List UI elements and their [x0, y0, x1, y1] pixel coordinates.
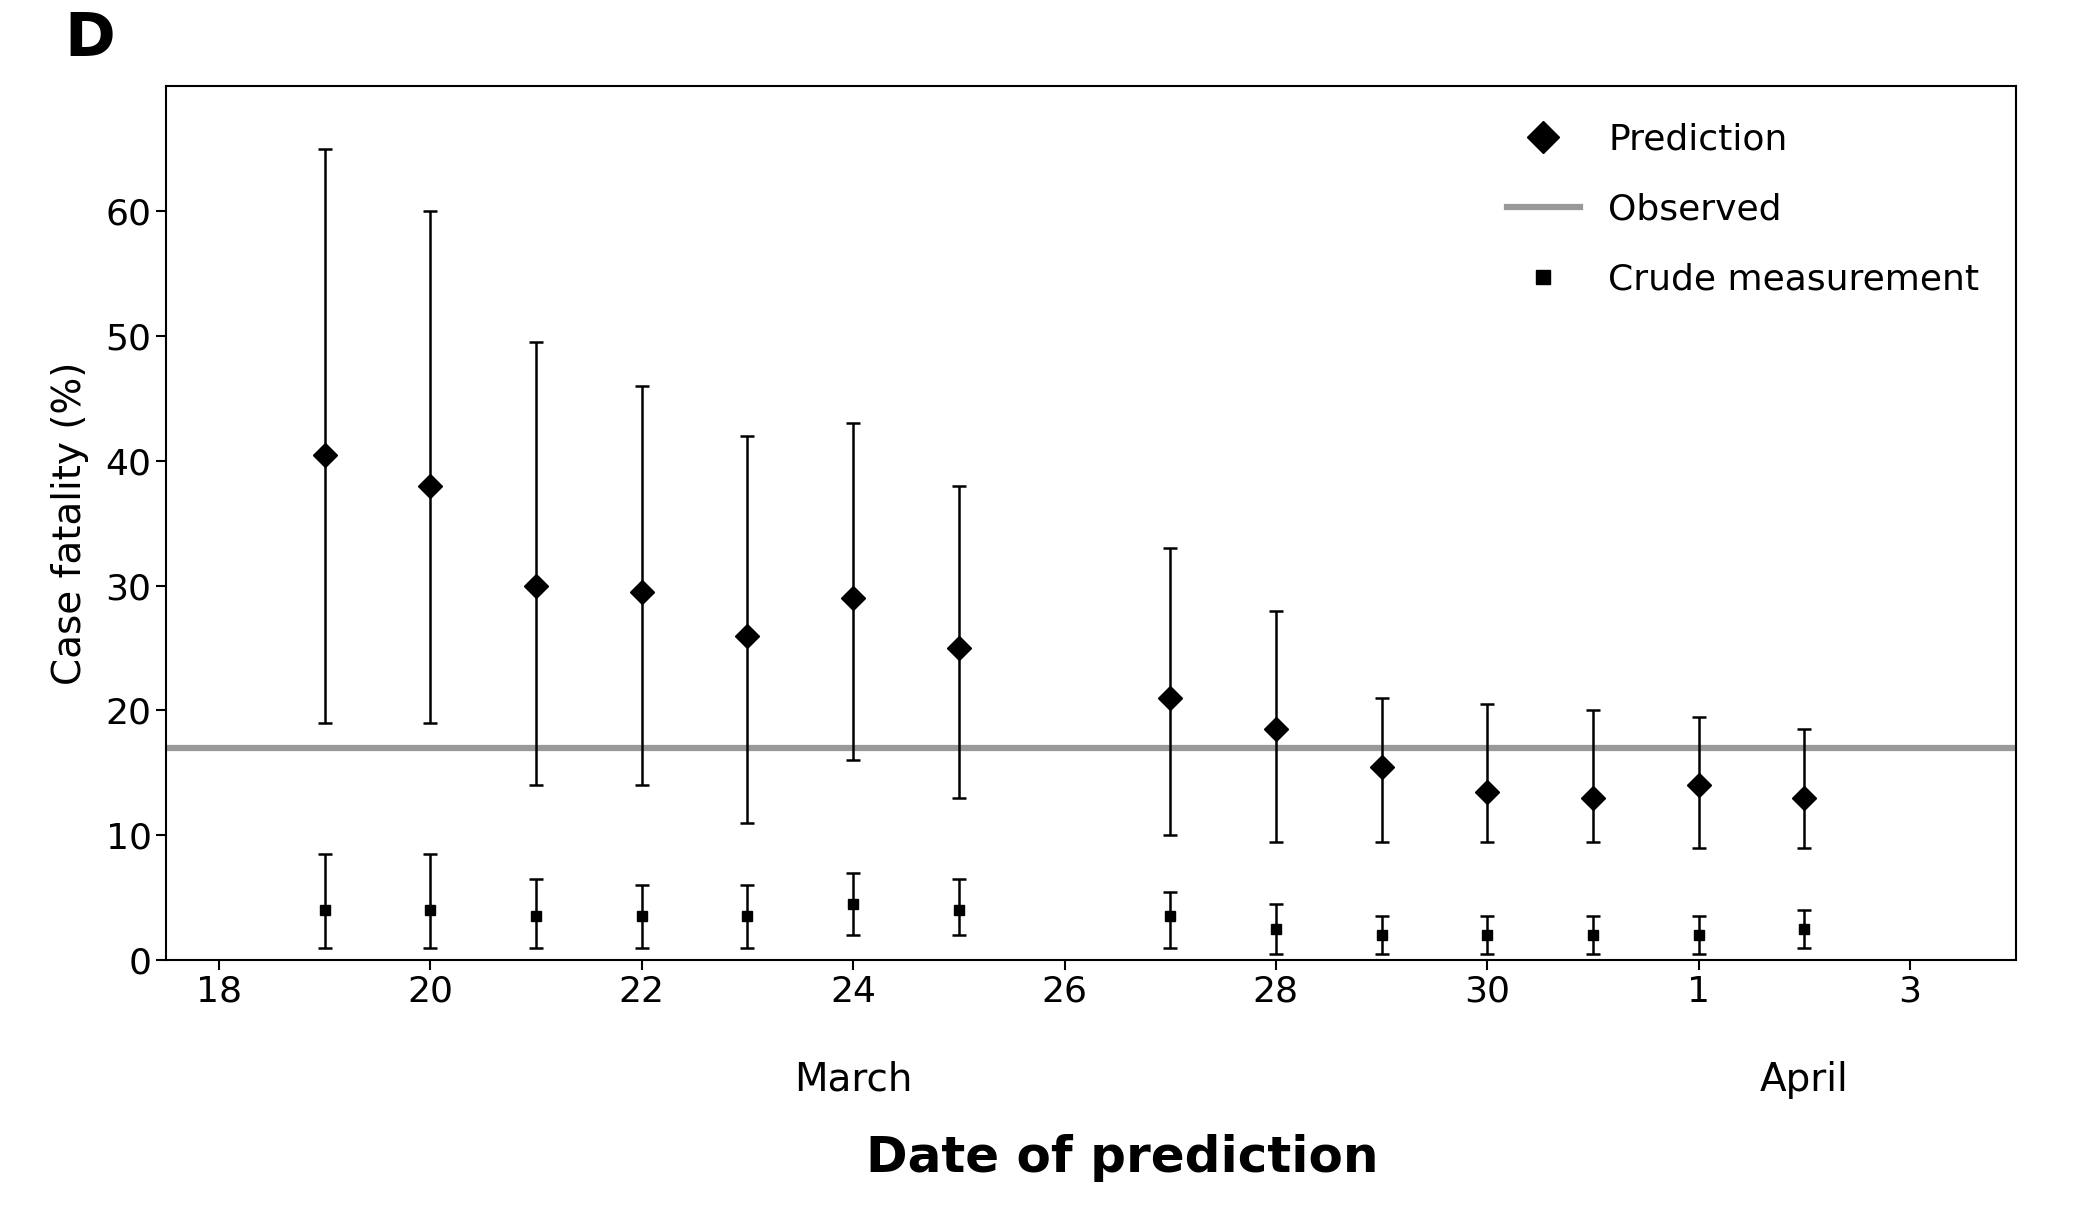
Text: April: April	[1760, 1061, 1849, 1099]
Text: Date of prediction: Date of prediction	[867, 1134, 1378, 1182]
Y-axis label: Case fatality (%): Case fatality (%)	[52, 362, 89, 684]
Legend: Prediction, Observed, Crude measurement: Prediction, Observed, Crude measurement	[1490, 105, 1997, 315]
Text: D: D	[64, 10, 116, 69]
Text: March: March	[794, 1061, 912, 1099]
